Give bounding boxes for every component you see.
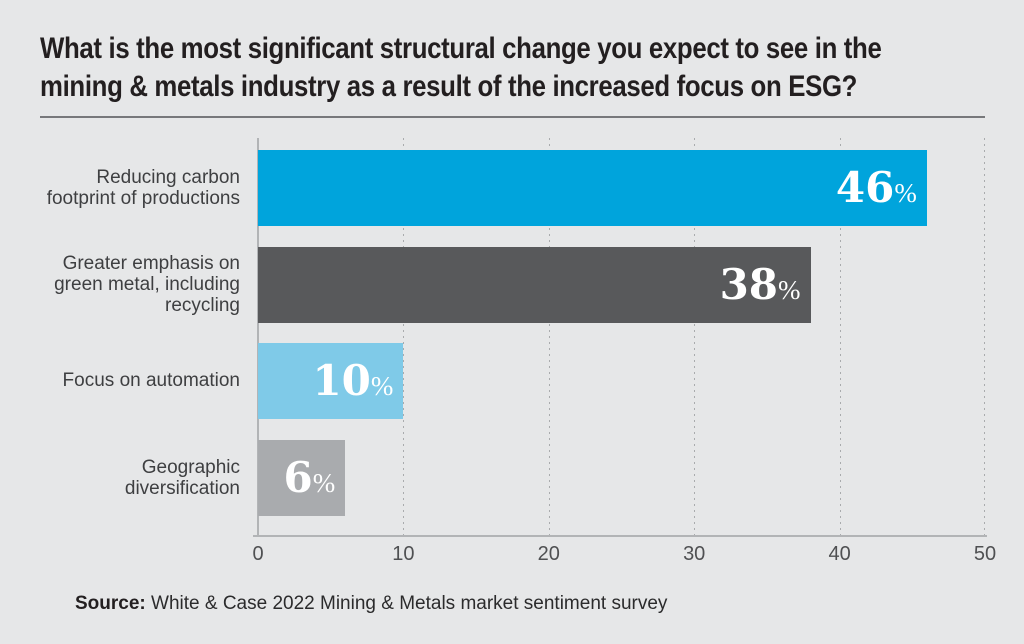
source-line: Source: White & Case 2022 Mining & Metal… — [75, 593, 667, 615]
gridline-30 — [694, 138, 696, 535]
x-axis-line — [253, 535, 987, 537]
percent-sign: % — [778, 275, 801, 305]
bar-value-label: 46% — [835, 163, 917, 212]
source-label: Source: — [75, 593, 146, 614]
tick-label-40: 40 — [828, 543, 851, 565]
gridline-20 — [548, 138, 550, 535]
bar-value-label: 6% — [283, 453, 336, 502]
bar-green-metal-recycling: 38% — [258, 247, 811, 323]
plot-area: 46% 38% 10% 6% — [253, 138, 987, 537]
bar-focus-on-automation: 10% — [258, 343, 404, 419]
gridline-40 — [839, 138, 841, 535]
bar-geographic-diversification: 6% — [258, 440, 346, 516]
tick-label-0: 0 — [252, 543, 264, 565]
source-text: White & Case 2022 Mining & Metals market… — [145, 593, 668, 614]
tick-label-50: 50 — [973, 543, 997, 565]
bar-reducing-carbon-footprint: 46% — [258, 150, 927, 226]
percent-sign: % — [894, 178, 917, 208]
title-divider — [40, 116, 985, 118]
tick-label-10: 10 — [392, 543, 415, 565]
tick-label-30: 30 — [683, 543, 706, 565]
x-axis-ticks: 0 10 20 30 40 50 — [252, 543, 996, 567]
category-label-geographic: Geographic diversification — [124, 457, 240, 499]
percent-sign: % — [312, 468, 336, 498]
category-label-green-metal: Greater emphasis on green metal, includi… — [54, 253, 240, 316]
gridline-10 — [403, 138, 405, 535]
bar-value-label: 10% — [312, 356, 394, 405]
bar-value-label: 38% — [719, 260, 801, 309]
chart-question-title: What is the most significant structural … — [40, 30, 1020, 106]
gridline-50 — [984, 138, 985, 535]
percent-sign: % — [370, 371, 394, 401]
category-label-automation: Focus on automation — [62, 370, 240, 391]
title-line-2: mining & metals industry as a result of … — [40, 70, 858, 103]
y-axis-line — [257, 138, 259, 535]
category-label-reducing-carbon: Reducing carbon footprint of productions — [46, 167, 240, 209]
title-line-1: What is the most significant structural … — [40, 32, 882, 65]
tick-label-20: 20 — [537, 543, 560, 565]
